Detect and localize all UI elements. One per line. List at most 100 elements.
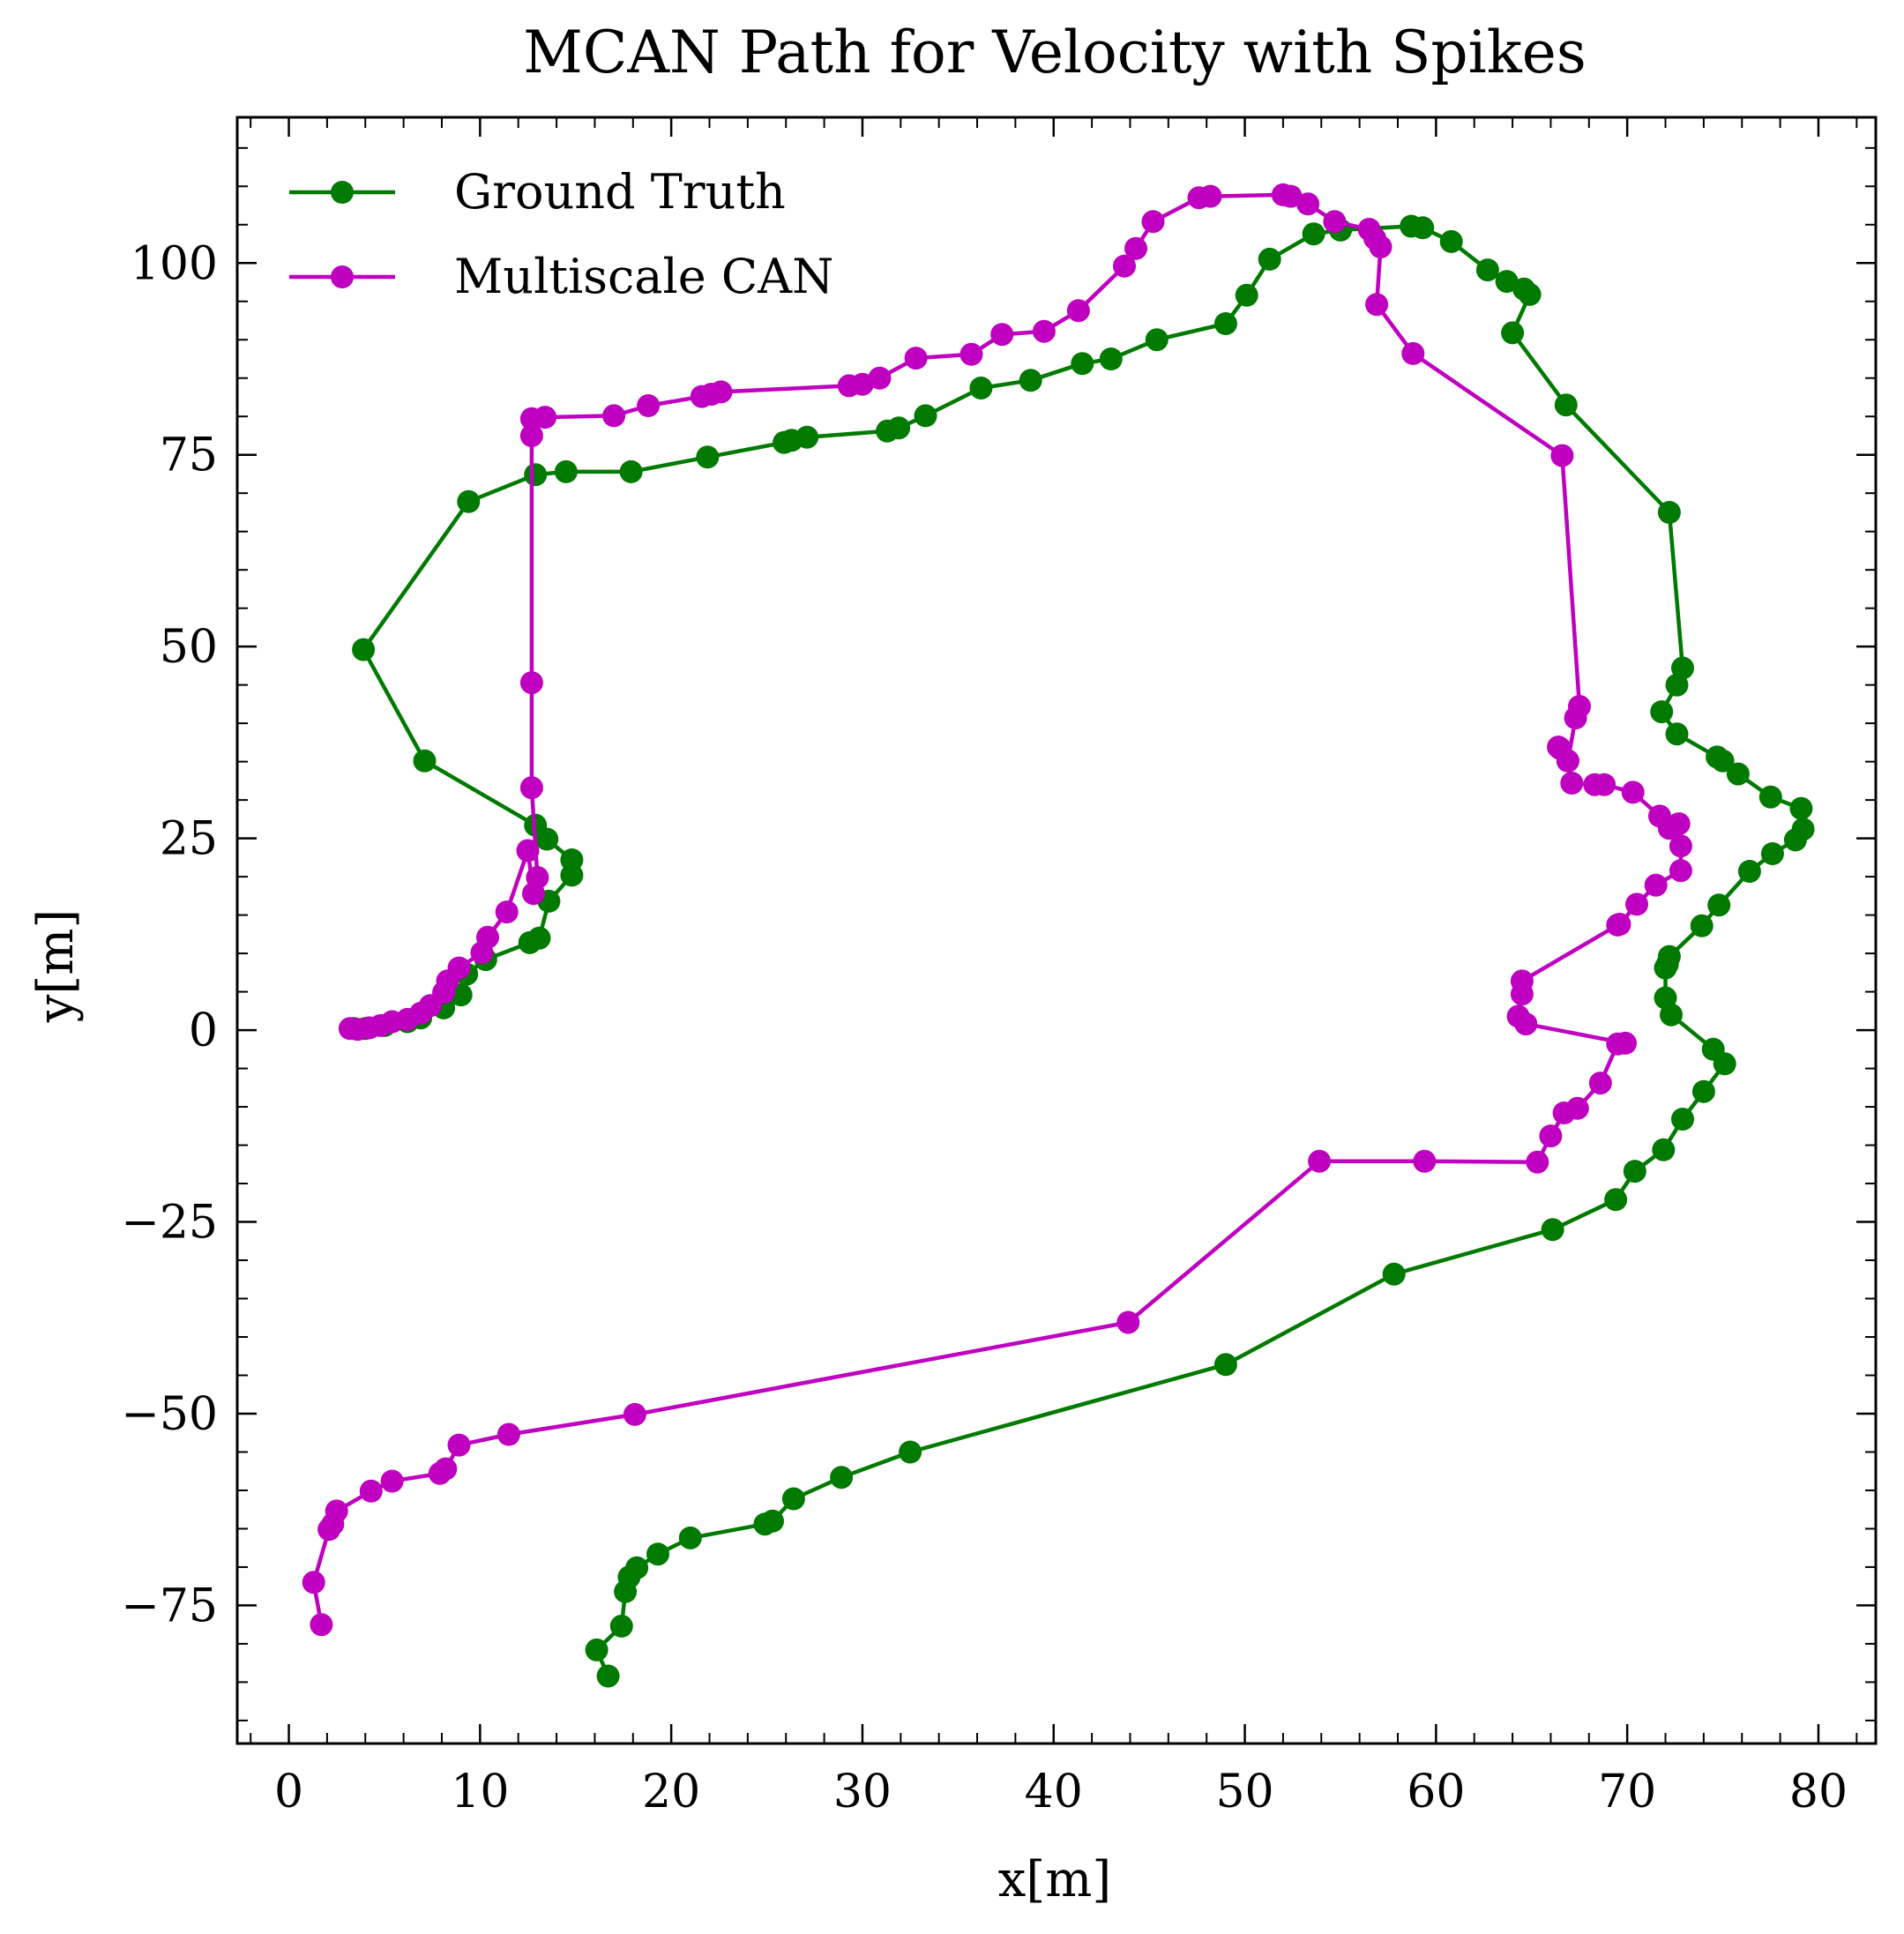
data-point: [1411, 216, 1435, 240]
data-point: [526, 866, 549, 889]
data-point: [959, 342, 983, 366]
data-point: [497, 1422, 520, 1446]
data-point: [1141, 210, 1165, 234]
data-point: [1019, 369, 1042, 392]
data-point: [495, 900, 519, 924]
y-tick-label: 50: [160, 621, 218, 674]
data-point: [1539, 1124, 1563, 1148]
data-point: [1588, 1072, 1612, 1095]
data-point: [696, 445, 720, 469]
data-point: [447, 1433, 471, 1457]
data-point: [1510, 982, 1534, 1006]
legend-label: Ground Truth: [454, 164, 786, 220]
data-point: [1550, 444, 1574, 467]
data-point: [868, 366, 892, 390]
y-tick-label: 25: [160, 813, 218, 866]
y-axis-label: y[m]: [27, 909, 85, 1023]
data-point: [317, 1518, 341, 1542]
data-point: [524, 463, 548, 487]
data-point: [413, 749, 437, 773]
y-tick-label: 100: [131, 237, 218, 290]
data-point: [1564, 706, 1587, 730]
data-point: [1279, 184, 1303, 208]
data-point: [1760, 842, 1784, 865]
series-1: [342, 214, 1815, 1688]
x-tick-label: 80: [1789, 1766, 1848, 1818]
data-point: [1669, 859, 1692, 883]
data-point: [1606, 913, 1630, 937]
data-point: [1625, 892, 1648, 916]
data-point: [1593, 773, 1617, 796]
data-point: [554, 459, 578, 483]
data-point: [1621, 780, 1645, 804]
data-point: [1258, 247, 1281, 271]
data-point: [1323, 210, 1347, 234]
data-point: [457, 489, 481, 513]
data-point: [1691, 1079, 1715, 1103]
data-point: [519, 671, 543, 695]
data-point: [380, 1469, 404, 1493]
series-line-2: [311, 192, 1684, 1627]
data-point: [352, 638, 376, 661]
data-point: [637, 394, 661, 417]
plot-area: [302, 183, 1815, 1688]
data-point: [1554, 393, 1578, 417]
x-axis-label: x[m]: [998, 1851, 1111, 1908]
data-point: [1302, 222, 1325, 246]
data-point: [1501, 321, 1525, 345]
data-point: [614, 1579, 638, 1603]
data-point: [1541, 1218, 1564, 1242]
data-point: [428, 1461, 452, 1485]
data-point: [1198, 184, 1222, 208]
data-point: [585, 1638, 609, 1661]
data-point: [1526, 1150, 1549, 1174]
legend-marker: [331, 265, 354, 288]
data-point: [1713, 1052, 1736, 1076]
data-point: [1066, 299, 1090, 323]
y-tick-label: −75: [121, 1579, 218, 1632]
data-point: [310, 1613, 333, 1637]
data-point: [1213, 312, 1237, 335]
data-point: [830, 1466, 854, 1490]
data-point: [850, 372, 874, 396]
data-point: [1669, 834, 1692, 858]
data-point: [623, 1402, 646, 1426]
data-point: [1116, 1310, 1140, 1334]
series-line-1: [351, 224, 1805, 1678]
data-point: [1560, 772, 1584, 795]
data-point: [619, 459, 643, 483]
data-point: [596, 1664, 620, 1688]
data-point: [904, 347, 928, 370]
data-point: [1737, 860, 1761, 883]
data-point: [1071, 352, 1094, 376]
data-point: [1623, 1160, 1646, 1184]
data-point: [1369, 235, 1393, 258]
data-point: [1690, 914, 1714, 937]
data-point: [1707, 893, 1731, 917]
data-point: [527, 926, 551, 950]
data-point: [1552, 1101, 1576, 1124]
data-point: [447, 956, 471, 980]
axis-ticks: 0 10 20 30 40 50 60 70 80 −75 −50 −25 0 25 50 75 100: [121, 116, 1878, 1818]
legend-item-2: Multiscale CAN: [289, 249, 833, 304]
x-tick-label: 30: [833, 1766, 892, 1818]
y-tick-label: −25: [121, 1197, 218, 1250]
data-point: [781, 1487, 805, 1511]
series-2: [302, 183, 1692, 1637]
data-point: [1667, 812, 1691, 836]
data-point: [534, 406, 557, 429]
data-point: [1145, 328, 1169, 352]
data-point: [1657, 501, 1681, 524]
data-point: [990, 323, 1014, 347]
data-point: [1665, 722, 1689, 746]
data-point: [519, 424, 543, 447]
data-point: [1660, 1003, 1683, 1027]
y-tick-label: 75: [160, 429, 218, 482]
data-point: [302, 1571, 325, 1594]
data-point: [709, 380, 733, 404]
data-point: [1604, 1188, 1628, 1212]
data-point: [1711, 749, 1735, 773]
data-point: [1382, 1262, 1406, 1286]
